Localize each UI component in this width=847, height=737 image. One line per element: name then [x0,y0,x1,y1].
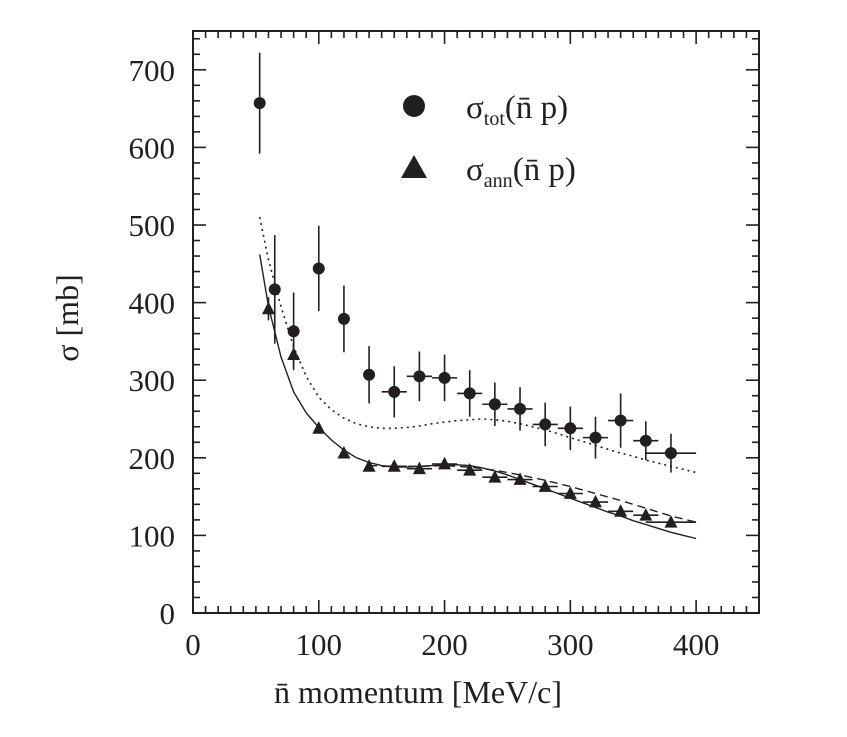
y-axis-title: σ [mb] [49,274,85,361]
tot-data-point [463,387,476,400]
x-tick-label: 0 [185,627,201,662]
x-tick-label: 400 [673,627,720,662]
ann-data-point [488,470,502,483]
tot-data-point [312,262,325,275]
model-curves [258,217,697,540]
data-markers [253,97,678,528]
tot-data-point [337,312,350,325]
tot-data-point [413,370,426,383]
y-tick-label: 500 [129,208,176,243]
tot-data-point [539,418,552,431]
legend-label-tot: σtot(n̄ p) [466,90,568,130]
y-tick-label: 300 [129,363,176,398]
tick-labels: 0 100 200 300 400 0 100 200 300 400 500 600 700 [129,53,720,662]
minor-ticks [193,31,760,613]
ann-data-point [312,421,326,434]
tot-data-point [287,325,300,338]
y-tick-label: 200 [129,441,176,476]
y-tick-label: 100 [129,518,176,553]
ann-data-point [538,479,552,492]
ann-data-point [664,515,678,528]
solid-model-curve [259,254,697,540]
ann-data-point [287,347,301,360]
tot-data-point [363,368,376,381]
tot-data-point [253,97,266,110]
y-tick-label: 600 [129,130,176,165]
x-tick-label: 300 [547,627,594,662]
tot-data-point [514,402,527,415]
x-tick-label: 200 [421,627,468,662]
y-tick-label: 400 [129,286,176,321]
ann-data-point [614,504,628,517]
legend-label-ann: σann(n̄ p) [466,152,576,192]
tot-data-point [639,434,652,447]
ann-data-point [337,445,351,459]
legend: σtot(n̄ p) σann(n̄ p) [401,90,576,192]
dashed-model-curve [369,464,697,523]
ann-data-point [463,463,477,476]
tot-data-point [664,447,677,460]
legend-triangle-marker [401,155,427,178]
x-tick-label: 100 [296,627,343,662]
tot-data-point [388,385,401,398]
ann-data-point [438,456,452,470]
tot-data-point [438,371,451,384]
ann-data-point [412,461,426,475]
tot-data-point [589,431,602,444]
y-tick-label: 0 [160,596,176,631]
y-tick-label: 700 [129,53,176,88]
ann-data-point [362,459,376,472]
tot-data-point [268,283,281,296]
x-axis-title: n̄ momentum [MeV/c] [274,674,562,710]
tot-data-point [488,398,501,411]
ann-data-point [563,486,577,499]
ann-data-point [513,472,527,485]
ann-data-point [387,459,401,472]
legend-circle-marker [403,95,425,117]
dotted-model-curve [258,217,697,474]
tot-data-point [564,422,577,435]
ann-data-point [639,508,653,521]
major-ticks [192,31,759,614]
plot-frame [192,30,760,614]
ann-data-point [588,494,602,508]
tot-data-point [614,414,627,427]
ann-data-point [261,301,275,315]
